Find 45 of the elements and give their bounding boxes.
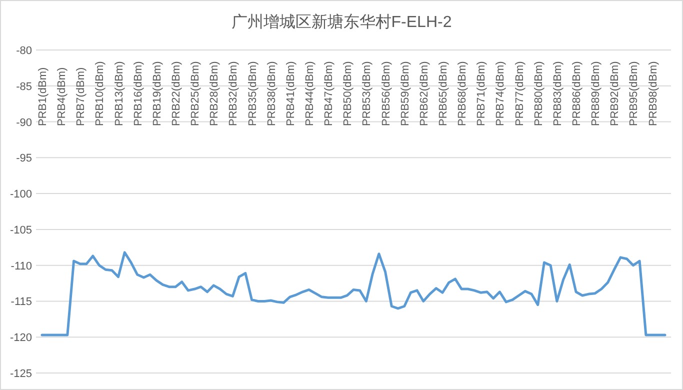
- x-tick-label: PRB38(dBm): [266, 61, 278, 126]
- x-tick-label: PRB13(dBm): [113, 61, 126, 126]
- y-tick-label: -90: [16, 116, 32, 129]
- y-tick-label: -120: [10, 332, 32, 344]
- x-tick-label: PRB62(dBm): [418, 61, 430, 126]
- y-tick-label: -80: [16, 45, 32, 57]
- y-tick-label: -125: [10, 368, 32, 380]
- x-tick-label: PRB86(dBm): [571, 61, 583, 126]
- x-tick-label: PRB44(dBm): [304, 61, 316, 126]
- x-tick-label: PRB83(dBm): [552, 61, 564, 126]
- x-tick-label: PRB74(dBm): [494, 61, 507, 126]
- x-tick-label: PRB95(dBm): [628, 61, 640, 126]
- x-tick-label: PRB50(dBm): [342, 61, 354, 126]
- x-tick-label: PRB25(dBm): [190, 61, 202, 126]
- x-tick-label: PRB77(dBm): [514, 61, 526, 126]
- x-tick-label: PRB80(dBm): [532, 61, 545, 126]
- x-tick-label: PRB92(dBm): [609, 61, 622, 126]
- x-tick-label: PRB89(dBm): [590, 61, 602, 126]
- x-tick-label: PRB16(dBm): [132, 61, 144, 126]
- chart-title: 广州增城区新塘东华村F-ELH-2: [231, 13, 452, 31]
- x-tick-label: PRB1(dBm): [37, 67, 49, 126]
- x-tick-label: PRB28(dBm): [208, 61, 221, 126]
- x-tick-label: PRB4(dBm): [56, 67, 68, 126]
- x-tick-label: PRB71(dBm): [476, 61, 488, 126]
- x-tick-label: PRB22(dBm): [170, 61, 182, 126]
- x-tick-label: PRB47(dBm): [323, 61, 336, 126]
- x-tick-label: PRB35(dBm): [246, 61, 259, 126]
- x-tick-label: PRB65(dBm): [438, 61, 450, 126]
- x-tick-label: PRB32(dBm): [228, 61, 240, 126]
- x-tick-label: PRB56(dBm): [380, 61, 392, 126]
- x-tick-label: PRB59(dBm): [399, 61, 412, 126]
- x-tick-label: PRB98(dBm): [647, 61, 660, 126]
- x-tick-label: PRB19(dBm): [151, 61, 164, 126]
- x-tick-label: PRB10(dBm): [94, 61, 106, 126]
- y-tick-label: -115: [10, 296, 32, 308]
- y-tick-label: -95: [16, 152, 32, 165]
- x-tick-label: PRB41(dBm): [284, 61, 297, 126]
- y-tick-label: -100: [10, 188, 32, 201]
- y-tick-label: -85: [16, 80, 32, 93]
- x-tick-label: PRB7(dBm): [75, 67, 88, 126]
- x-tick-label: PRB68(dBm): [456, 61, 469, 126]
- y-tick-label: -110: [10, 260, 32, 272]
- x-tick-label: PRB53(dBm): [361, 61, 374, 126]
- y-tick-label: -105: [10, 224, 32, 236]
- line-series: [40, 251, 666, 336]
